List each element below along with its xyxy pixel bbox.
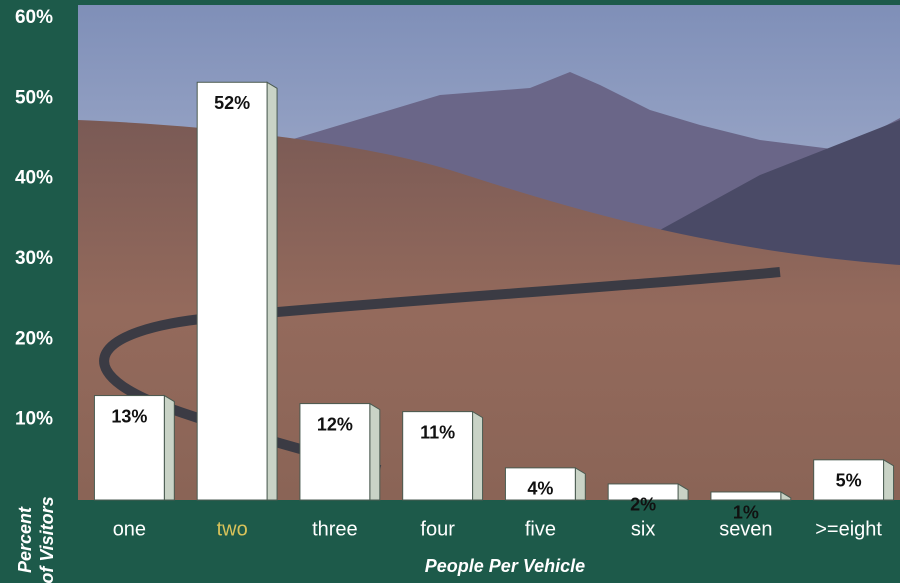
x-tick-label: one [113, 518, 146, 540]
value-label: 2% [630, 495, 656, 515]
value-label: 12% [317, 414, 353, 434]
bar [402, 411, 474, 501]
bar [504, 467, 576, 501]
x-tick-label: four [420, 518, 455, 540]
bar-side [883, 458, 895, 501]
y-tick-label: 10% [15, 409, 53, 430]
bar-side [369, 402, 381, 501]
y-tick-label: 20% [15, 328, 53, 349]
value-label: 52% [214, 93, 250, 113]
x-tick-label: seven [719, 518, 772, 540]
y-tick-label: 60% [15, 7, 53, 28]
bar [710, 491, 782, 501]
bar-side [574, 466, 586, 501]
y-axis-label: Percent [15, 506, 35, 573]
x-tick-label: three [312, 518, 358, 540]
bar [607, 483, 679, 501]
value-label: 1% [733, 503, 759, 523]
bar [196, 81, 268, 501]
x-tick-label: five [525, 518, 556, 540]
value-label: 13% [111, 406, 147, 426]
y-tick-label: 30% [15, 248, 53, 269]
x-tick-label: two [217, 518, 248, 540]
bar [93, 395, 165, 501]
x-tick-label: six [631, 518, 655, 540]
bar-side [163, 394, 175, 501]
bar [813, 459, 885, 501]
bar-side [266, 81, 278, 501]
y-axis-label: of Visitors [37, 496, 57, 583]
bar [299, 403, 371, 501]
x-axis-label: People Per Vehicle [425, 556, 585, 576]
value-label: 5% [836, 471, 862, 491]
bar-side [472, 410, 484, 501]
value-label: 11% [420, 422, 455, 442]
y-tick-label: 50% [15, 87, 53, 108]
x-tick-label: >=eight [815, 518, 882, 540]
y-tick-label: 40% [15, 168, 53, 189]
value-label: 4% [527, 479, 553, 499]
